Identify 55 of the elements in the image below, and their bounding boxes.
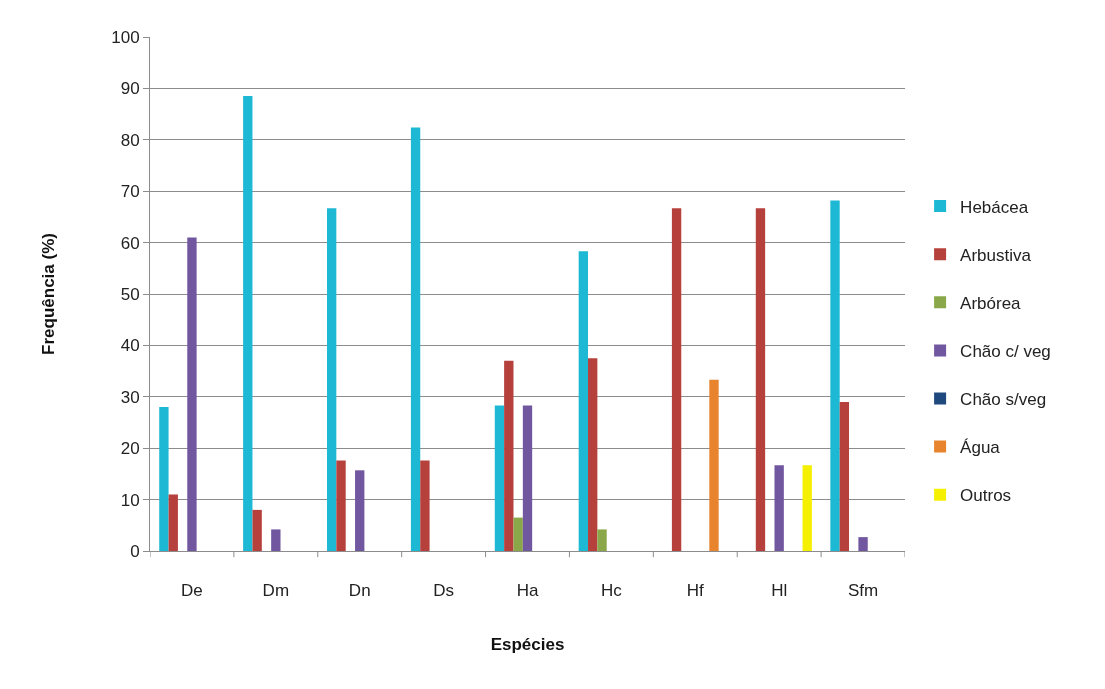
bar: [588, 358, 598, 551]
legend-label: Arbustiva: [960, 245, 1032, 265]
bar: [578, 251, 589, 551]
x-tick-label: Sfm: [847, 581, 879, 601]
bar: [504, 360, 514, 551]
bar: [755, 208, 766, 551]
bar: [355, 470, 365, 551]
bar: [159, 407, 169, 551]
legend-label: Hebácea: [960, 197, 1029, 217]
y-tick-label: 80: [120, 130, 140, 150]
bar: [420, 460, 430, 551]
bar: [271, 529, 281, 551]
x-tick-label: Hl: [771, 581, 788, 601]
x-tick-label: Dm: [262, 581, 290, 601]
bar: [858, 537, 868, 551]
y-tick-label: 10: [120, 490, 140, 510]
x-tick-label: Ha: [516, 581, 539, 601]
x-tick-label: De: [181, 581, 203, 601]
y-tick-label: 50: [120, 284, 140, 304]
x-tick-label: Dn: [348, 581, 371, 601]
bar: [830, 200, 840, 551]
x-tick-label: Ds: [433, 581, 454, 601]
bar: [327, 208, 337, 551]
y-tick-label: 30: [120, 387, 140, 407]
x-axis-title: Espécies: [490, 634, 565, 654]
bar: [168, 494, 178, 551]
legend-label: Outros: [960, 486, 1012, 506]
x-tick-label: Hc: [601, 581, 623, 601]
bar: [410, 127, 421, 551]
y-tick-label: 60: [120, 233, 140, 253]
bar: [671, 208, 682, 551]
y-axis-title: Frequência (%): [38, 233, 58, 355]
y-tick-label: 70: [120, 182, 140, 202]
bar: [243, 96, 253, 551]
bar: [494, 405, 505, 551]
bar: [774, 465, 784, 551]
legend-label: Chão c/ veg: [960, 342, 1051, 362]
bar: [839, 401, 850, 551]
y-tick-label: 20: [120, 439, 140, 459]
x-tick-label: Hf: [686, 581, 705, 601]
bar: [709, 379, 719, 551]
legend-label: Arbórea: [960, 293, 1022, 313]
y-tick-label: 0: [130, 541, 140, 561]
legend-label: Chão s/veg: [960, 390, 1047, 410]
bar: [597, 529, 607, 551]
legend-label: Água: [960, 438, 1001, 458]
y-tick-label: 90: [120, 79, 140, 99]
bar: [802, 465, 812, 551]
bar: [336, 460, 346, 551]
bar: [513, 517, 523, 551]
bar: [252, 509, 262, 551]
bar: [187, 237, 197, 551]
y-tick-label: 100: [111, 27, 140, 47]
bar: [522, 405, 533, 551]
y-tick-label: 40: [120, 336, 140, 356]
